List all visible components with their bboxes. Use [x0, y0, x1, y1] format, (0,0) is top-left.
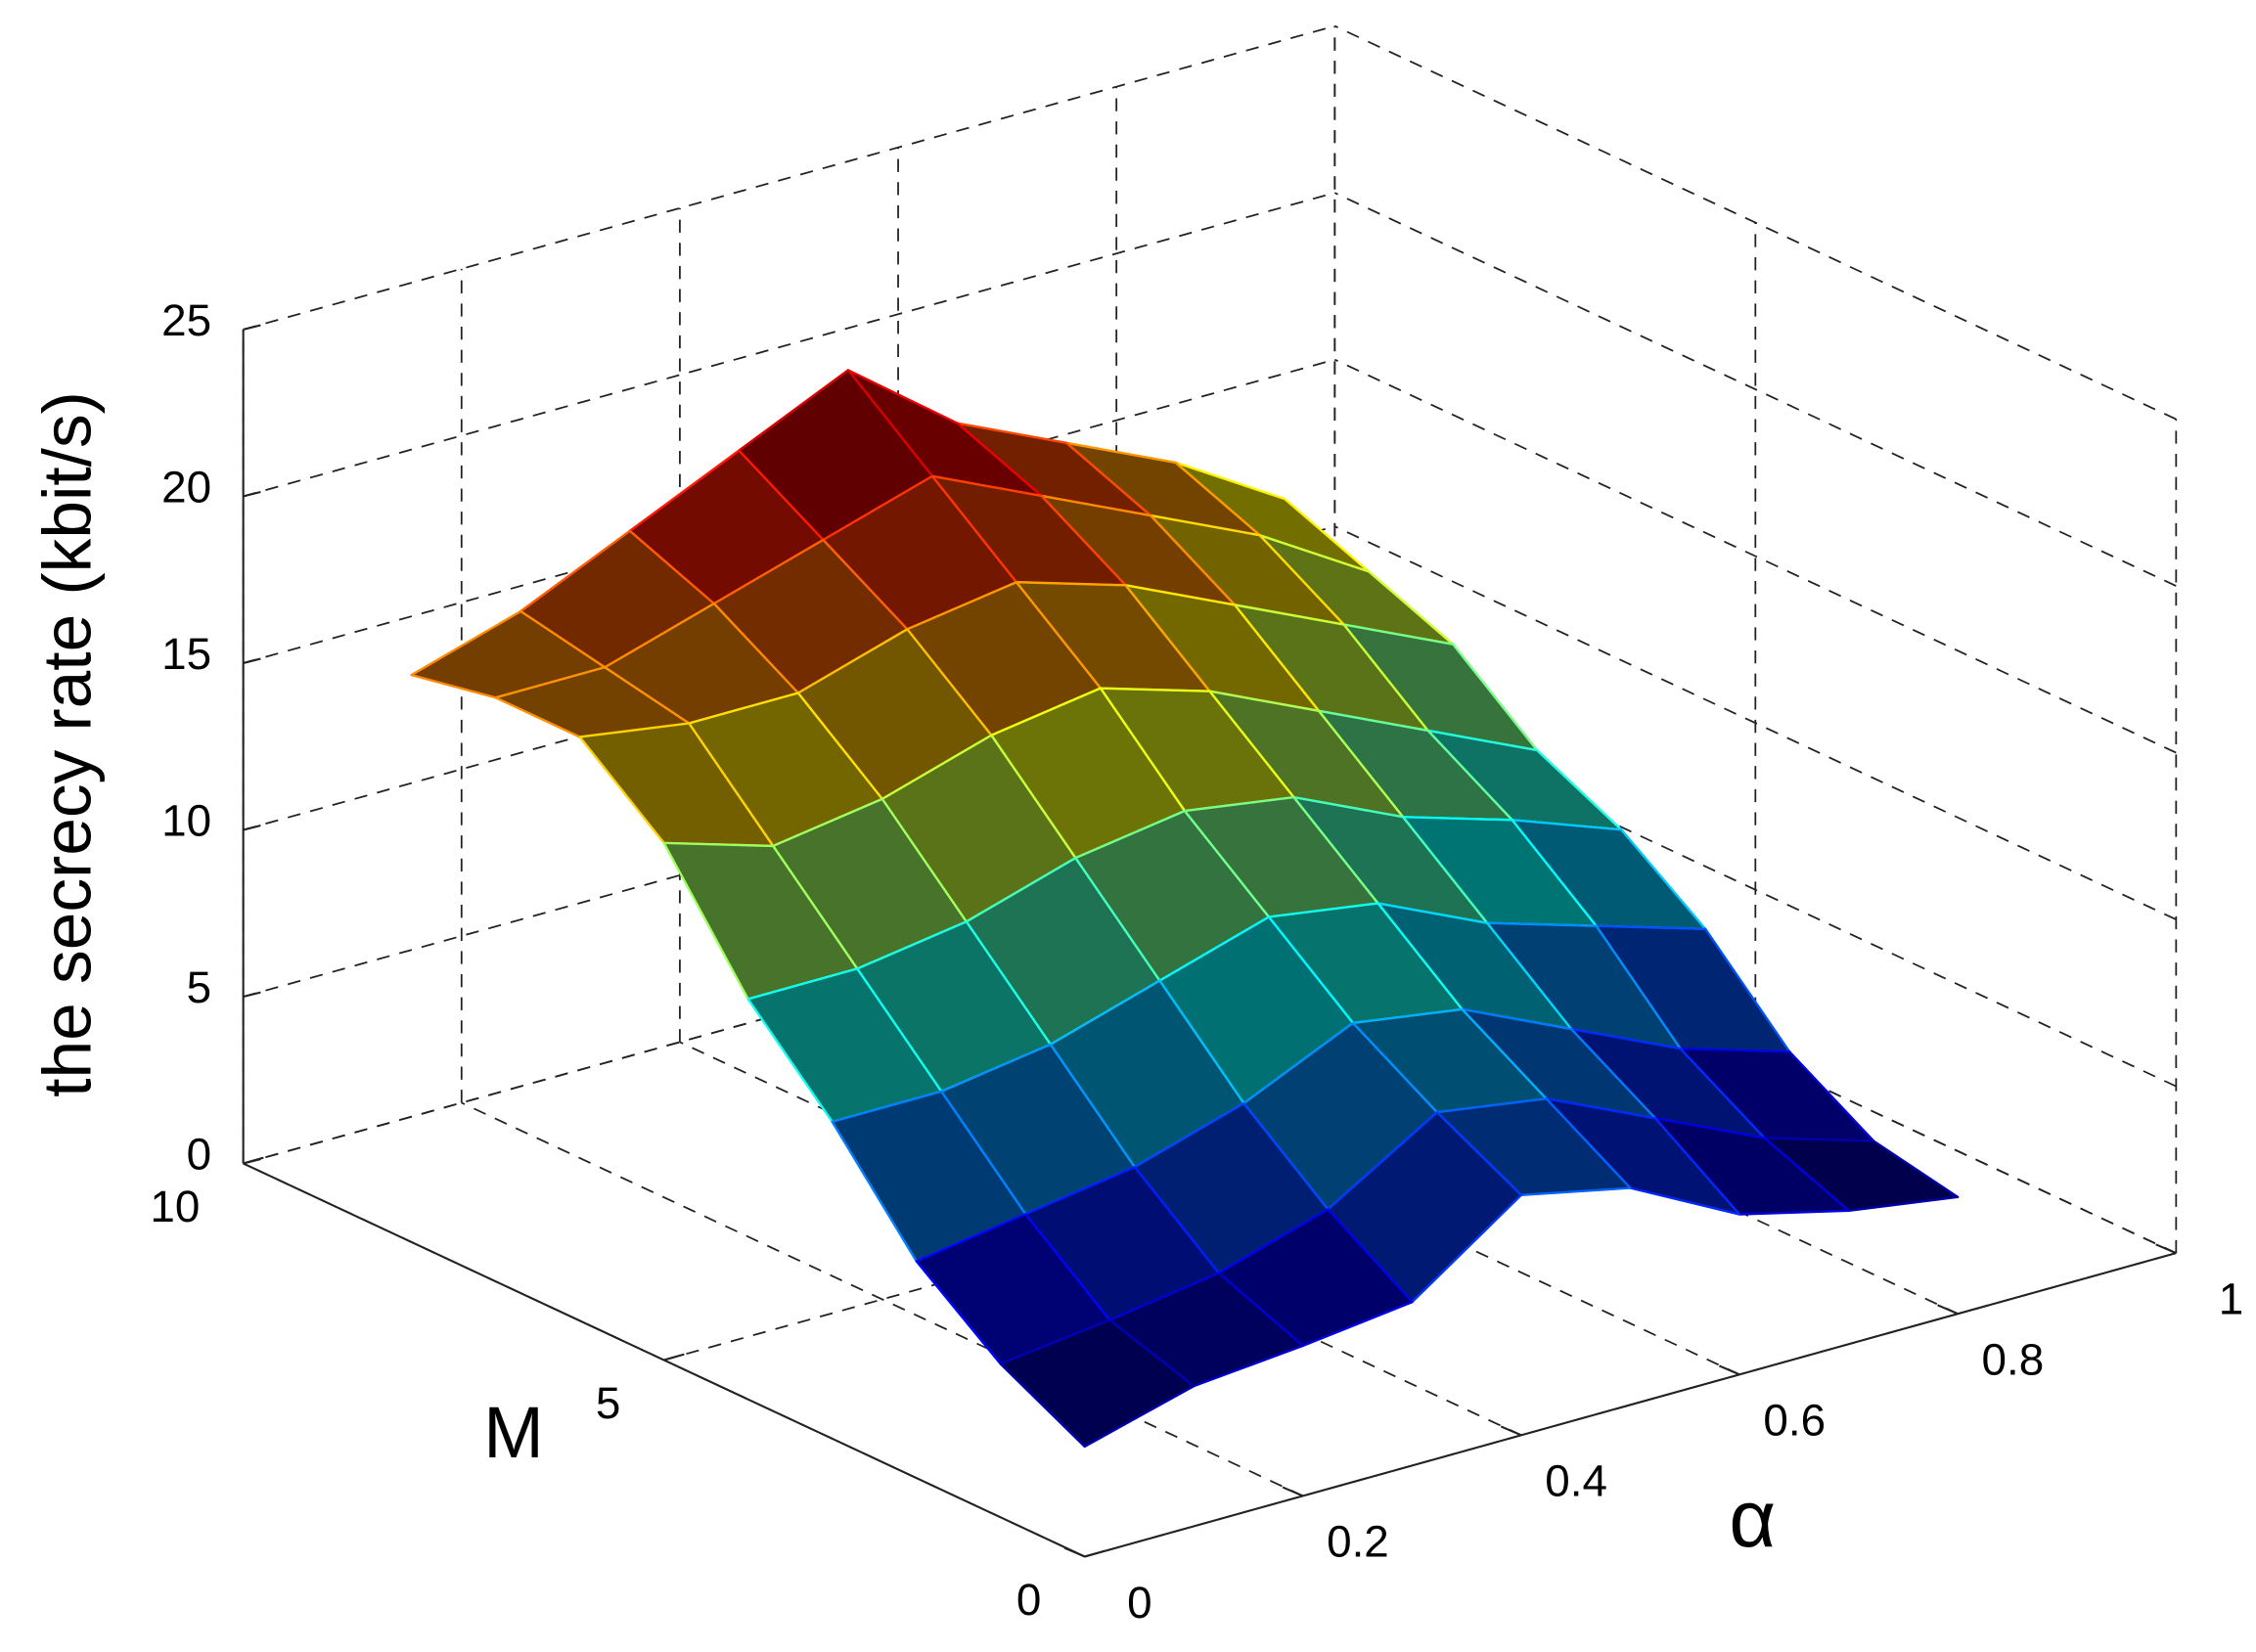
surface-cell	[999, 1318, 1196, 1449]
x-tick	[1282, 1486, 1304, 1497]
wall-grid-line	[1333, 24, 2177, 421]
z-tick-label: 10	[161, 796, 211, 846]
y-tick	[663, 1353, 685, 1362]
z-tick-label: 0	[187, 1130, 211, 1180]
x-tick-label: 0	[1127, 1578, 1151, 1628]
z-tick	[243, 991, 261, 999]
x-tick-label: 0.4	[1545, 1456, 1607, 1506]
wall-grid-line	[1333, 192, 2177, 587]
x-tick-label: 0.2	[1327, 1517, 1389, 1567]
x-tick	[1063, 1546, 1086, 1558]
x-axis-line	[1084, 1252, 2177, 1558]
z-axis-title: the secrecy rate (kbit/s)	[29, 391, 106, 1097]
x-tick-label: 0.8	[1982, 1335, 2045, 1385]
x-tick	[1937, 1304, 1959, 1316]
y-tick-label: 5	[596, 1378, 620, 1428]
surface-layer	[410, 369, 1960, 1449]
y-tick	[1084, 1549, 1105, 1558]
x-tick	[1500, 1425, 1522, 1437]
z-tick	[243, 324, 261, 331]
wall-grid-line	[1333, 358, 2177, 754]
z-tick-label: 15	[161, 629, 211, 679]
z-tick-label: 5	[187, 962, 211, 1012]
z-tick	[243, 491, 261, 498]
x-tick-label: 1	[2219, 1273, 2243, 1323]
z-tick	[243, 657, 261, 664]
x-tick	[1718, 1364, 1740, 1376]
x-tick	[2155, 1243, 2177, 1255]
x-tick-label: 0.6	[1763, 1396, 1826, 1446]
wall-grid-line	[243, 192, 1335, 498]
axes-layer	[242, 324, 2177, 1558]
x-axis-title: α	[1729, 1473, 1776, 1564]
wall-grid-line	[1333, 525, 2177, 920]
floor-grid-line	[461, 1101, 1304, 1497]
y-tick-label: 10	[150, 1182, 200, 1231]
z-tick-label: 20	[161, 463, 211, 513]
z-tick-label: 25	[161, 295, 211, 345]
z-tick	[243, 825, 261, 831]
y-tick	[243, 1156, 264, 1165]
y-tick-label: 0	[1016, 1575, 1041, 1625]
y-axis-title: M	[483, 1392, 544, 1473]
wall-grid-line	[243, 24, 1335, 331]
